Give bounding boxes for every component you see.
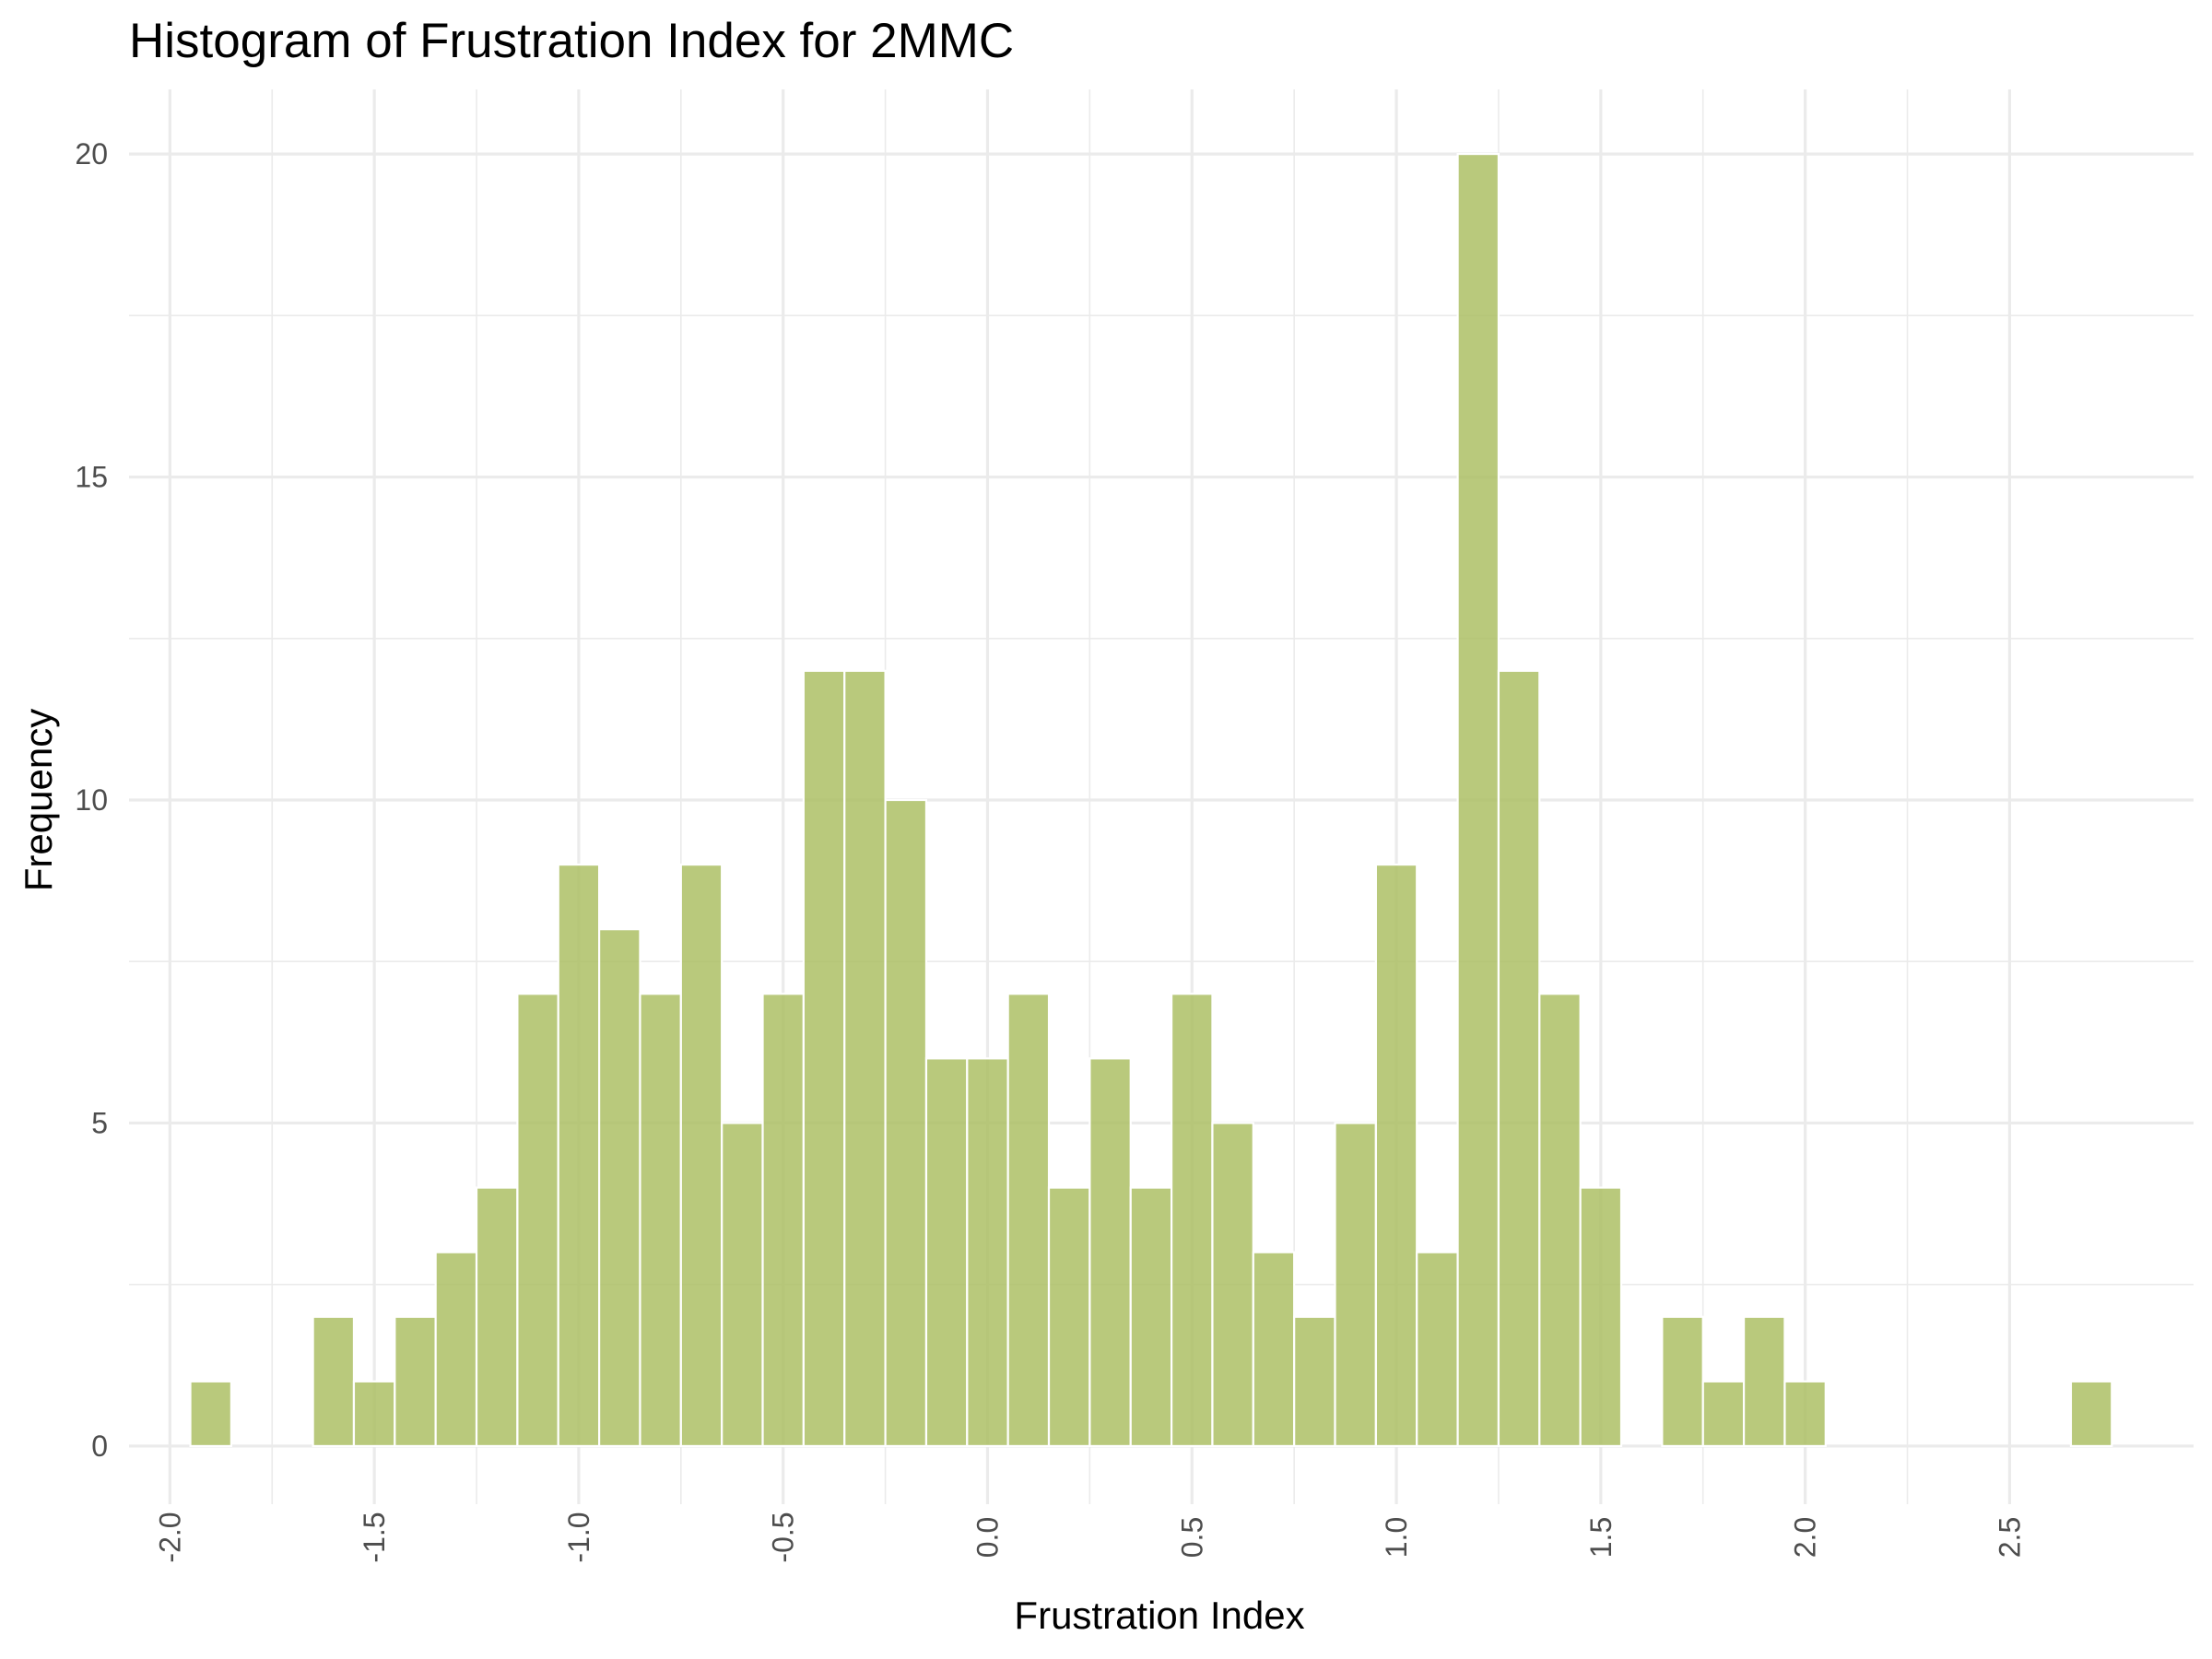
histogram-bar [843, 669, 887, 1448]
histogram-bar [557, 863, 601, 1448]
x-tick-label: 1.5 [1584, 1517, 1618, 1558]
histogram-bar [1293, 1315, 1336, 1448]
histogram-bar [516, 993, 559, 1448]
histogram-bar [475, 1186, 519, 1448]
histogram-bar [1538, 993, 1582, 1448]
histogram-bar [1252, 1251, 1296, 1448]
y-axis-ticks: 0 5 10 15 20 [75, 137, 108, 1463]
histogram-bar [721, 1122, 764, 1448]
x-tick-label: 1.0 [1380, 1517, 1413, 1558]
histogram-bar [1374, 863, 1418, 1448]
histogram-bar [966, 1057, 1009, 1448]
bars [189, 152, 2113, 1448]
y-tick-label: 0 [91, 1430, 108, 1463]
histogram-bar [1088, 1057, 1132, 1448]
histogram-bar [1047, 1186, 1091, 1448]
histogram-bar [1006, 993, 1051, 1448]
histogram-bar [1416, 1251, 1459, 1448]
chart-title: Histogram of Frustration Index for 2MMC [129, 14, 1014, 68]
histogram-bar [884, 798, 928, 1448]
histogram-bar [1497, 669, 1541, 1448]
histogram-bar [802, 669, 846, 1448]
histogram-bar [1701, 1380, 1746, 1448]
histogram-bar [1783, 1380, 1827, 1448]
histogram-bar [189, 1380, 232, 1448]
y-tick-label: 10 [75, 783, 108, 817]
y-tick-label: 15 [75, 461, 108, 494]
histogram-bar [1661, 1315, 1704, 1448]
histogram-bar [639, 993, 682, 1448]
histogram-bar [679, 863, 724, 1448]
x-tick-label: 0.0 [971, 1517, 1004, 1558]
y-tick-label: 20 [75, 137, 108, 171]
histogram-bar [924, 1057, 969, 1448]
histogram-bar [1334, 1122, 1377, 1448]
histogram-bar [1456, 152, 1500, 1448]
x-tick-label: -0.5 [767, 1512, 800, 1562]
x-tick-label: 0.5 [1175, 1517, 1208, 1558]
histogram-bar [312, 1315, 356, 1448]
x-tick-label: 2.0 [1789, 1517, 1822, 1558]
y-axis-title: Frequency [17, 709, 60, 891]
histogram-bar [1742, 1315, 1786, 1448]
histogram-bar [352, 1380, 396, 1448]
histogram-bar [761, 993, 805, 1448]
x-axis-ticks: -2.0 -1.5 -1.0 -0.5 0.0 0.5 1.0 1.5 2.0 2.5 [153, 1512, 2026, 1562]
histogram-bar [1211, 1122, 1254, 1448]
histogram-bar [597, 928, 641, 1448]
histogram-bar [1170, 993, 1214, 1448]
histogram-bar [2069, 1380, 2113, 1448]
x-axis-title: Frustration Index [1014, 1594, 1304, 1637]
histogram-bar [434, 1251, 478, 1448]
x-tick-label: -1.0 [562, 1512, 595, 1562]
x-tick-label: -2.0 [153, 1512, 186, 1562]
histogram-bar [1129, 1186, 1173, 1448]
y-tick-label: 5 [91, 1106, 108, 1139]
histogram-bar [1579, 1186, 1623, 1448]
x-tick-label: 2.5 [1993, 1517, 2026, 1558]
x-tick-label: -1.5 [358, 1512, 391, 1562]
histogram-bar [394, 1315, 437, 1448]
